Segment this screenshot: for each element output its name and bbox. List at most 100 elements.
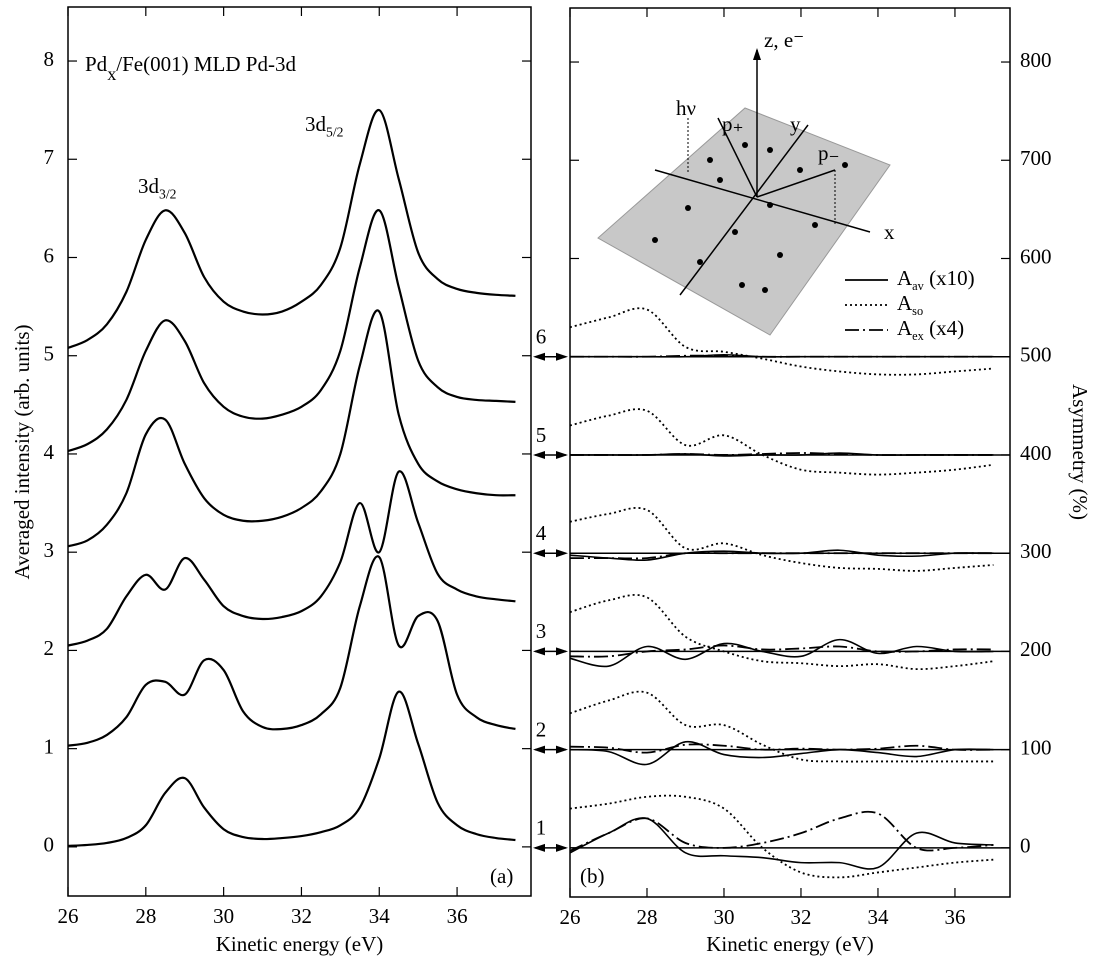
x-tick-label: 30	[713, 905, 734, 929]
inset-spins	[652, 142, 848, 293]
asymmetry-line	[570, 551, 994, 560]
inset-y-axis	[679, 124, 809, 296]
legend-label-base: A	[897, 291, 913, 315]
y2-tick-label: 600	[1020, 244, 1052, 268]
offset-label: 5	[536, 423, 547, 447]
y2-tick-label: 100	[1020, 735, 1052, 759]
asymmetry-line	[569, 408, 994, 476]
inset-plane	[597, 107, 891, 336]
legend-label-suffix: (x10)	[924, 266, 975, 290]
offset-arrowhead	[556, 647, 568, 656]
asymmetry-line	[569, 594, 994, 671]
spectrum-line	[67, 690, 516, 848]
inset-label: x	[884, 220, 895, 244]
spectrum-line	[67, 109, 516, 349]
x-tick-label: 32	[291, 904, 312, 928]
asymmetry-line	[569, 506, 994, 572]
offset-arrowhead	[533, 450, 545, 459]
spectrum-line	[67, 470, 516, 647]
inset-x-axis	[654, 169, 871, 233]
y-tick-label: 7	[44, 145, 55, 169]
offset-arrowhead	[556, 450, 568, 459]
y-tick-label: 2	[44, 636, 55, 660]
offset-arrowhead	[556, 352, 568, 361]
x-tick-label: 26	[58, 904, 79, 928]
legend-label-sub: av	[912, 279, 924, 293]
y-tick-label: 1	[44, 734, 55, 758]
peak-annotation-base: 3d	[305, 112, 327, 136]
asymmetry-line	[569, 452, 994, 456]
offset-label: 3	[536, 619, 547, 643]
offset-arrowhead	[556, 745, 568, 754]
inset-light-out	[756, 169, 836, 198]
x-tick-label: 26	[560, 905, 581, 929]
chart-title-sub: x	[107, 64, 116, 84]
y-tick-label: 8	[44, 47, 55, 71]
chart-title: Pdx/Fe(001) MLD Pd-3d	[85, 52, 296, 84]
inset-label: p₋	[818, 141, 840, 165]
spectrum-line	[67, 209, 516, 453]
asymmetry-line	[569, 810, 994, 852]
legend-label: Aso	[897, 291, 923, 318]
x-axis-label: Kinetic energy (eV)	[706, 932, 874, 956]
x-tick-label: 36	[944, 905, 965, 929]
offset-arrowhead	[533, 843, 545, 852]
offset-arrowhead	[533, 647, 545, 656]
chart-title-base: Pd	[85, 52, 108, 76]
x-tick-label: 28	[636, 905, 657, 929]
panel-label: (b)	[580, 864, 605, 888]
offset-label: 2	[536, 717, 547, 741]
panel-label: (a)	[490, 864, 513, 888]
inset-arrowhead	[753, 48, 761, 60]
asymmetry-line	[569, 690, 994, 763]
asymmetry-line	[569, 354, 994, 358]
legend-label: Aav (x10)	[897, 266, 975, 293]
asymmetry-line	[569, 740, 994, 766]
y-axis-label: Averaged intensity (arb. units)	[10, 324, 34, 579]
x-tick-label: 36	[447, 904, 468, 928]
offset-arrowhead	[556, 549, 568, 558]
peak-annotation-sub: 5/2	[326, 125, 344, 140]
asymmetry-line	[569, 307, 994, 376]
asymmetry-line	[569, 549, 994, 562]
peak-annotation: 3d3/2	[138, 174, 177, 202]
legend-label-base: A	[897, 316, 913, 340]
y2-tick-label: 200	[1020, 637, 1052, 661]
spectrum-line	[67, 555, 516, 747]
legend-label-suffix: (x4)	[924, 316, 964, 340]
y2-tick-label: 700	[1020, 146, 1052, 170]
offset-arrowhead	[533, 549, 545, 558]
x-tick-label: 30	[213, 904, 234, 928]
chart-title-suffix: /Fe(001) MLD Pd-3d	[116, 52, 296, 76]
inset-label: y	[790, 112, 801, 136]
asymmetry-line	[569, 743, 994, 754]
x-tick-label: 34	[369, 904, 391, 928]
y-tick-label: 4	[44, 440, 55, 464]
legend-label-base: A	[897, 266, 913, 290]
y2-tick-label: 300	[1020, 539, 1052, 563]
peak-annotation-sub: 3/2	[159, 187, 177, 202]
spectrum-line	[67, 309, 516, 548]
offset-arrowhead	[556, 843, 568, 852]
offset-label: 4	[536, 521, 547, 545]
y2-tick-label: 500	[1020, 343, 1052, 367]
panel-a-frame	[67, 6, 532, 897]
legend-label-sub: so	[912, 304, 923, 318]
offset-label: 6	[536, 325, 547, 349]
offset-arrowhead	[533, 352, 545, 361]
panel-b-frame	[569, 7, 1011, 898]
legend-label: Aex (x4)	[897, 316, 964, 343]
asymmetry-line	[569, 638, 994, 668]
y-tick-label: 0	[44, 833, 55, 857]
offset-arrowhead	[533, 745, 545, 754]
asymmetry-line	[569, 644, 994, 658]
x-tick-label: 32	[790, 905, 811, 929]
inset-label: z, e⁻	[764, 28, 804, 52]
y2-axis-label: Asymmetry (%)	[1068, 384, 1092, 520]
peak-annotation: 3d5/2	[305, 112, 344, 140]
inset-label: p₊	[722, 112, 744, 136]
y2-tick-label: 400	[1020, 441, 1052, 465]
inset-diagram	[597, 48, 891, 336]
legend-label-sub: ex	[912, 329, 924, 343]
